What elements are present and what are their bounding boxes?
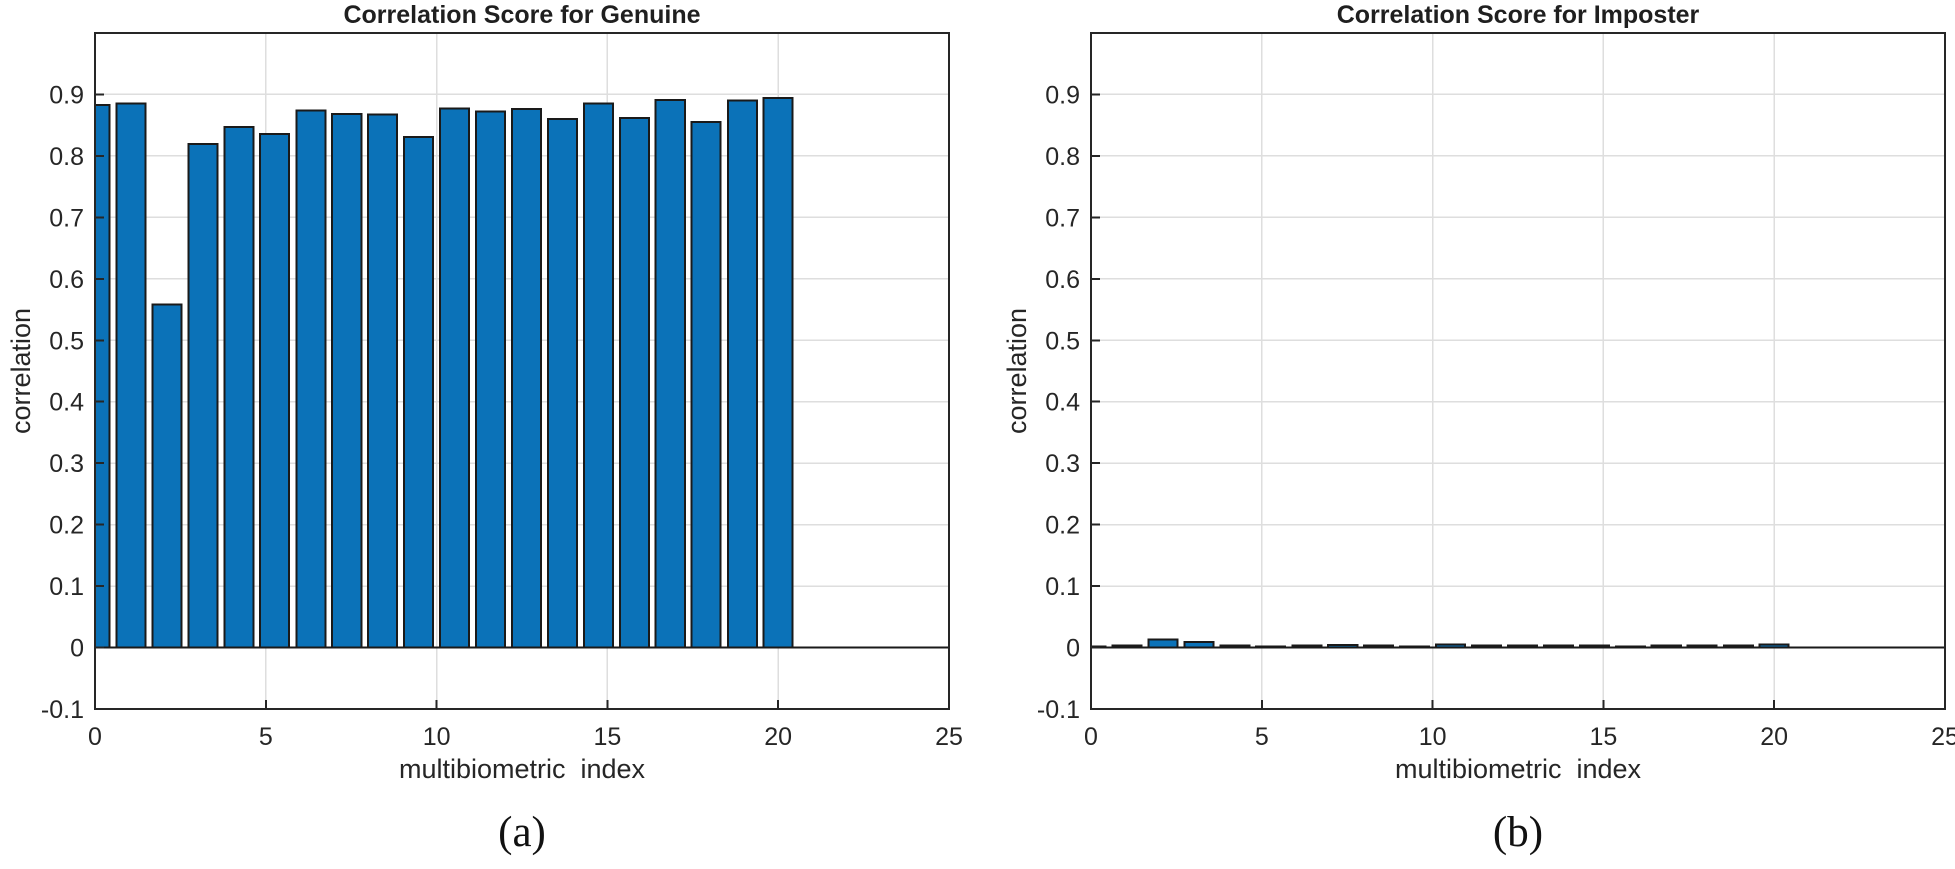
- x-tick-label: 25: [1931, 723, 1955, 751]
- plot-area-imposter: 0 5 10 15 20 25-0.100.10.20.30.40.50.60.70.80…: [1037, 32, 1955, 751]
- chart-title-imposter: Correlation Score for Imposter: [1336, 1, 1700, 29]
- y-axis-label-imposter: correlation: [1002, 307, 1032, 435]
- y-tick-label: 0.6: [49, 266, 84, 294]
- bar: [223, 126, 255, 649]
- chart-title-genuine: Correlation Score for Genuine: [343, 1, 701, 29]
- x-tick-label: 5: [1255, 723, 1269, 751]
- bar: [618, 116, 650, 649]
- y-tick-label: 0: [70, 635, 84, 663]
- x-tick-label: 0: [1084, 723, 1098, 751]
- y-tick-label: -0.1: [1037, 696, 1080, 724]
- bar: [510, 108, 542, 649]
- x-tick-label: 10: [1419, 723, 1447, 751]
- bar: [726, 99, 758, 649]
- y-tick-label: 0.2: [49, 512, 84, 540]
- bar: [295, 109, 327, 649]
- y-tick-label: -0.1: [41, 696, 84, 724]
- x-axis-label-genuine: multibiometric index: [398, 754, 646, 784]
- bar: [583, 102, 615, 649]
- y-tick-label: 0.4: [49, 389, 84, 417]
- x-tick-label: 25: [935, 723, 963, 751]
- bar: [546, 118, 578, 649]
- y-tick-label: 0.7: [1045, 204, 1080, 232]
- x-tick-label: 0: [88, 723, 102, 751]
- axes-box: [94, 32, 950, 710]
- bar: [475, 110, 507, 649]
- y-tick-label: 0.9: [49, 81, 84, 109]
- x-tick-label: 10: [423, 723, 451, 751]
- y-tick-label: 0.8: [1045, 143, 1080, 171]
- bar: [654, 98, 686, 649]
- bar: [259, 132, 291, 649]
- y-tick-label: 0.3: [1045, 450, 1080, 478]
- x-tick-label: 5: [259, 723, 273, 751]
- chart-genuine: Correlation Score for Genuine correlatio…: [0, 0, 963, 869]
- bar: [331, 113, 363, 649]
- axes-box: [1090, 32, 1946, 710]
- x-tick-label: 15: [593, 723, 621, 751]
- x-axis-label-imposter: multibiometric index: [1394, 754, 1642, 784]
- y-tick-label: 0.4: [1045, 389, 1080, 417]
- y-tick-label: 0.8: [49, 143, 84, 171]
- y-tick-label: 0.6: [1045, 266, 1080, 294]
- y-tick-label: 0.9: [1045, 81, 1080, 109]
- x-tick-label: 20: [764, 723, 792, 751]
- y-tick-label: 0: [1066, 635, 1080, 663]
- bar: [367, 113, 399, 649]
- bar: [151, 303, 183, 649]
- y-tick-label: 0.2: [1045, 512, 1080, 540]
- x-tick-label: 15: [1589, 723, 1617, 751]
- bar: [115, 102, 147, 649]
- bar: [439, 107, 471, 649]
- y-tick-label: 0.3: [49, 450, 84, 478]
- bar: [1147, 638, 1179, 649]
- y-tick-label: 0.5: [49, 327, 84, 355]
- plot-area-genuine: 0 5 10 15 20 25-0.100.10.20.30.40.50.60.70.80…: [41, 32, 963, 751]
- bar: [187, 143, 219, 649]
- bar: [402, 135, 435, 649]
- caption-b: (b): [1492, 809, 1544, 856]
- chart-imposter: Correlation Score for Imposter correlati…: [996, 0, 1955, 869]
- caption-a: (a): [498, 809, 546, 856]
- y-axis-label-genuine: correlation: [6, 307, 36, 435]
- bar: [762, 97, 794, 649]
- y-tick-label: 0.1: [49, 573, 84, 601]
- y-tick-label: 0.5: [1045, 327, 1080, 355]
- bar: [94, 103, 111, 649]
- x-tick-label: 20: [1760, 723, 1788, 751]
- bar: [690, 121, 722, 649]
- y-tick-label: 0.7: [49, 204, 84, 232]
- y-tick-label: 0.1: [1045, 573, 1080, 601]
